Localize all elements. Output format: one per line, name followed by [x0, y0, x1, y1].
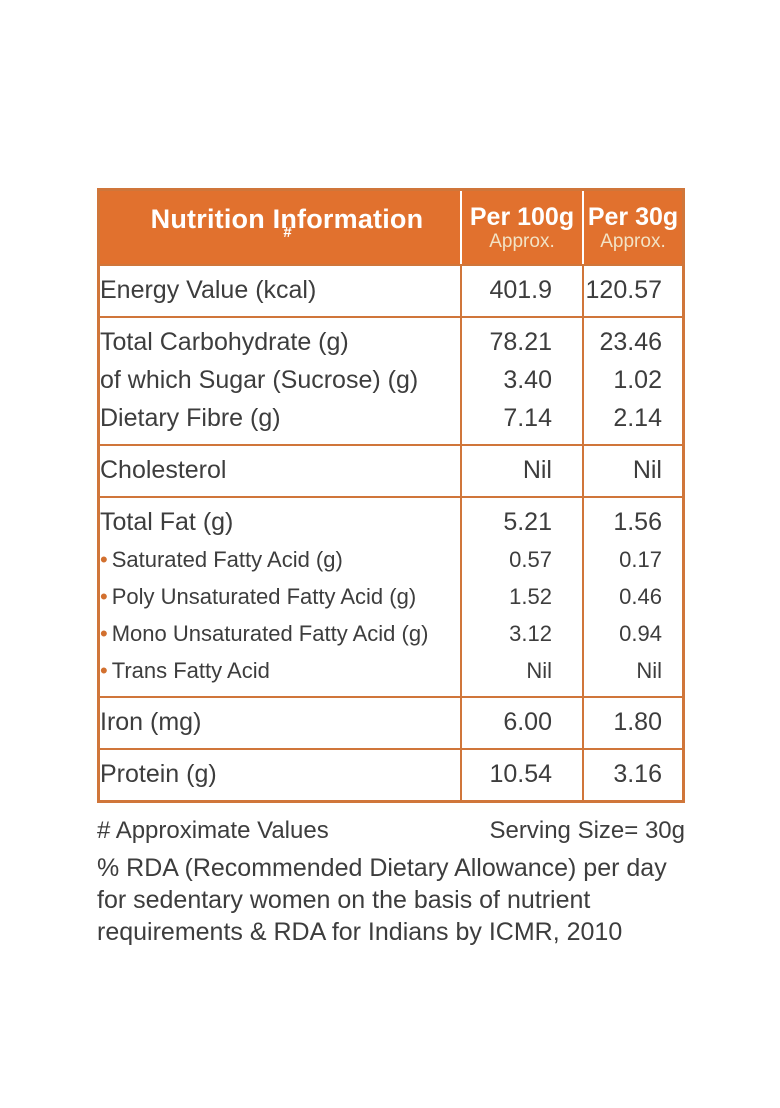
per-100g-value: 5.21 [503, 508, 552, 536]
row-label: • Trans Fatty Acid [100, 658, 270, 683]
nutrition-table: Nutrition Information # Per 100g Approx.… [97, 188, 685, 803]
bullet-icon: • [100, 621, 108, 646]
rda-note-line: for sedentary women on the basis of nutr… [97, 886, 591, 914]
per-30g-value: 1.56 [613, 508, 662, 536]
table-group: Cholesterol Nil Nil [100, 444, 682, 496]
rda-note-line: % RDA (Recommended Dietary Allowance) pe… [97, 854, 667, 882]
table-header: Nutrition Information # Per 100g Approx.… [100, 191, 682, 264]
header-per-100g-cell: Per 100g Approx. [460, 191, 582, 264]
per-100g-approx-label: Approx. [489, 230, 555, 252]
rda-note-line: requirements & RDA for Indians by ICMR, … [97, 918, 623, 946]
header-per-30g-cell: Per 30g Approx. [582, 191, 682, 264]
per-30g-value: Nil [636, 658, 662, 683]
per-100g-column-cell: 6.00 [460, 698, 582, 748]
per-100g-value: 401.9 [489, 276, 552, 304]
per-100g-value: 3.40 [503, 366, 552, 394]
bullet-icon: • [100, 658, 108, 683]
per-100g-value: Nil [526, 658, 552, 683]
table-body: Energy Value (kcal) 401.9 120.57 Total Carb… [100, 264, 682, 800]
per-100g-value: 78.21 [489, 328, 552, 356]
row-label: Energy Value (kcal) [100, 276, 317, 304]
row-label: Protein (g) [100, 760, 217, 788]
row-label: • Mono Unsaturated Fatty Acid (g) [100, 621, 429, 646]
serving-size-note: Serving Size= 30g [489, 817, 685, 844]
per-30g-column-cell: 23.46 1.02 2.14 [582, 318, 682, 444]
bullet-icon: • [100, 547, 108, 572]
table-group: Total Fat (g) • Saturated Fatty Acid (g) • P… [100, 496, 682, 696]
row-label: Total Carbohydrate (g) [100, 328, 349, 356]
per-30g-value: 0.17 [619, 547, 662, 572]
footnote-row: # Approximate Values Serving Size= 30g [97, 817, 685, 845]
row-label: • Saturated Fatty Acid (g) [100, 547, 343, 572]
per-100g-column-cell: 10.54 [460, 750, 582, 800]
table-group: Energy Value (kcal) 401.9 120.57 [100, 264, 682, 316]
per-100g-value: 6.00 [503, 708, 552, 736]
per-100g-value: 1.52 [509, 584, 552, 609]
per-30g-column-cell: Nil [582, 446, 682, 496]
title-superscript: # [283, 223, 292, 241]
per-30g-column-cell: 120.57 [582, 266, 682, 316]
label-column-cell: Iron (mg) [100, 698, 460, 748]
row-label: of which Sugar (Sucrose) (g) [100, 366, 419, 394]
per-30g-value: 0.46 [619, 584, 662, 609]
per-100g-label: Per 100g [469, 202, 575, 231]
label-column-cell: Energy Value (kcal) [100, 266, 460, 316]
per-30g-value: 0.94 [619, 621, 662, 646]
per-30g-value: 120.57 [585, 276, 662, 304]
per-30g-value: 23.46 [599, 328, 662, 356]
per-100g-column-cell: 401.9 [460, 266, 582, 316]
per-30g-column-cell: 3.16 [582, 750, 682, 800]
table-title: Nutrition Information [150, 203, 424, 234]
row-label: Dietary Fibre (g) [100, 404, 281, 432]
per-30g-value: 3.16 [613, 760, 662, 788]
per-100g-column-cell: Nil [460, 446, 582, 496]
per-30g-column-cell: 1.56 0.17 0.46 0.94 Nil [582, 498, 682, 696]
per-100g-value: Nil [522, 456, 552, 484]
per-30g-approx-label: Approx. [600, 230, 666, 252]
row-label: Total Fat (g) [100, 508, 234, 536]
bullet-icon: • [100, 584, 108, 609]
table-group: Total Carbohydrate (g) of which Sugar (Su… [100, 316, 682, 444]
row-label: • Poly Unsaturated Fatty Acid (g) [100, 584, 417, 609]
table-group: Iron (mg) 6.00 1.80 [100, 696, 682, 748]
per-100g-value: 10.54 [489, 760, 552, 788]
per-100g-column-cell: 5.21 0.57 1.52 3.12 Nil [460, 498, 582, 696]
per-30g-column-cell: 1.80 [582, 698, 682, 748]
per-100g-value: 3.12 [509, 621, 552, 646]
row-label: Cholesterol [100, 456, 227, 484]
approximate-values-note: # Approximate Values [97, 817, 329, 844]
label-column-cell: Total Fat (g) • Saturated Fatty Acid (g) • P… [100, 498, 460, 696]
label-column-cell: Protein (g) [100, 750, 460, 800]
label-column-cell: Cholesterol [100, 446, 460, 496]
row-label: Iron (mg) [100, 708, 202, 736]
label-column-cell: Total Carbohydrate (g) of which Sugar (Su… [100, 318, 460, 444]
per-30g-value: 1.02 [613, 366, 662, 394]
per-30g-label: Per 30g [587, 202, 679, 231]
table-group: Protein (g) 10.54 3.16 [100, 748, 682, 800]
per-30g-value: 1.80 [613, 708, 662, 736]
per-100g-column-cell: 78.21 3.40 7.14 [460, 318, 582, 444]
per-30g-value: 2.14 [613, 404, 662, 432]
rda-note: % RDA (Recommended Dietary Allowance) pe… [97, 852, 737, 948]
per-100g-value: 7.14 [503, 404, 552, 432]
header-title-cell: Nutrition Information # [100, 191, 460, 264]
per-100g-value: 0.57 [509, 547, 552, 572]
per-30g-value: Nil [632, 456, 662, 484]
